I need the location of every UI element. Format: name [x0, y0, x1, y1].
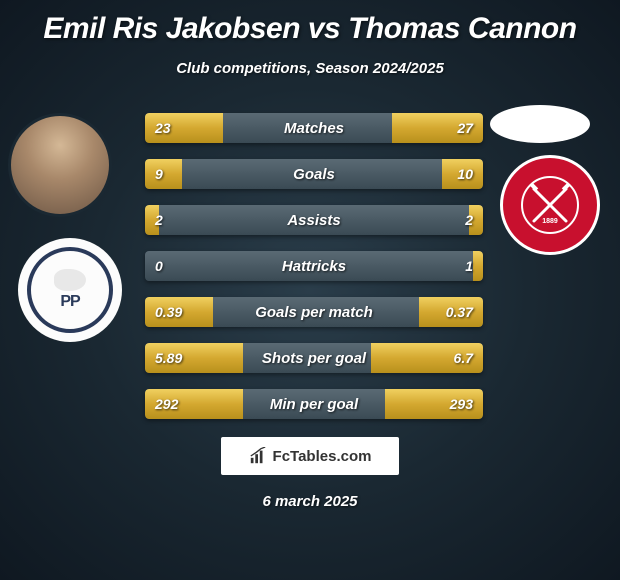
stat-label: Goals: [145, 159, 483, 189]
player-right-club-badge: 1889: [500, 155, 600, 255]
stat-row: 0 1Hattricks: [145, 251, 483, 281]
lamb-icon: [54, 269, 86, 291]
player-left-club-badge: PP: [18, 238, 122, 342]
stat-value-right: 1: [465, 251, 473, 281]
stat-value-left: 0.39: [155, 297, 182, 327]
club-right-year: 1889: [542, 218, 558, 225]
stat-value-left: 0: [155, 251, 163, 281]
stat-value-right: 293: [450, 389, 473, 419]
club-left-initials: PP: [60, 293, 79, 311]
brand-text: FcTables.com: [273, 448, 372, 465]
stat-value-left: 9: [155, 159, 163, 189]
page-subtitle: Club competitions, Season 2024/2025: [0, 60, 620, 77]
stat-value-right: 27: [457, 113, 473, 143]
stat-bar-left: [145, 159, 182, 189]
stat-row: 9 10Goals: [145, 159, 483, 189]
stat-value-right: 6.7: [454, 343, 473, 373]
player-right-avatar-placeholder: [490, 105, 590, 143]
stat-label: Assists: [145, 205, 483, 235]
stat-label: Hattricks: [145, 251, 483, 281]
stat-value-right: 2: [465, 205, 473, 235]
stat-value-left: 292: [155, 389, 178, 419]
page-title: Emil Ris Jakobsen vs Thomas Cannon: [0, 0, 620, 46]
stat-row: 5.896.7Shots per goal: [145, 343, 483, 373]
player-left-avatar: [8, 113, 112, 217]
stat-value-left: 23: [155, 113, 171, 143]
stat-row: 292293Min per goal: [145, 389, 483, 419]
comparison-panel: PP 1889 2327Matches910Goals22Assists01Ha…: [0, 113, 620, 419]
chart-icon: [249, 447, 267, 465]
stat-bar-right: [473, 251, 483, 281]
stat-row: 2 2Assists: [145, 205, 483, 235]
brand-badge: FcTables.com: [221, 437, 399, 475]
stat-value-right: 0.37: [446, 297, 473, 327]
stat-value-left: 5.89: [155, 343, 182, 373]
stat-row: 0.390.37Goals per match: [145, 297, 483, 327]
footer-date: 6 march 2025: [0, 493, 620, 510]
stat-value-left: 2: [155, 205, 163, 235]
swords-icon: 1889: [520, 175, 580, 235]
stats-list: 2327Matches910Goals22Assists01Hattricks0…: [137, 113, 483, 419]
stat-value-right: 10: [457, 159, 473, 189]
stat-row: 2327Matches: [145, 113, 483, 143]
